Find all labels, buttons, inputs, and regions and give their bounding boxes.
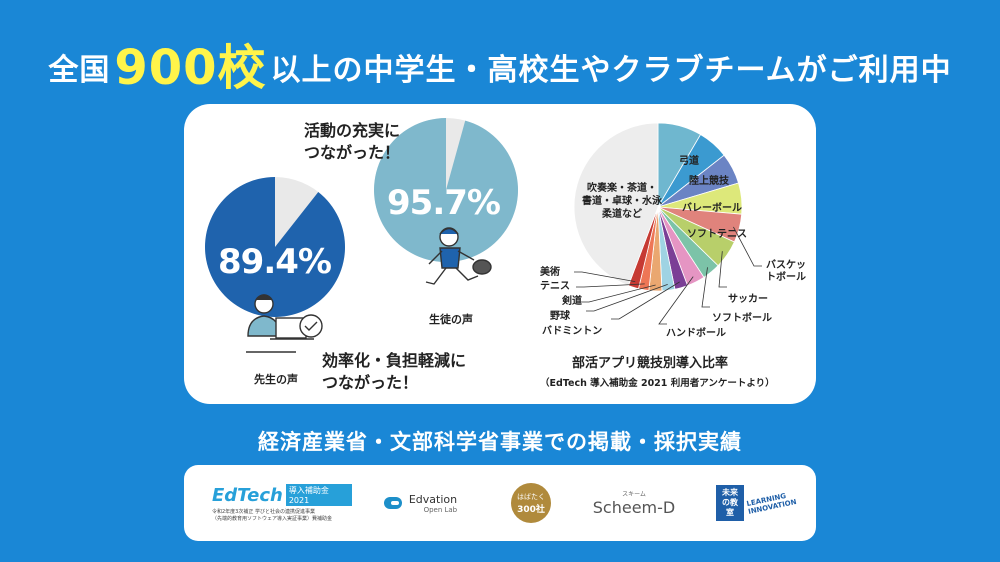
teacher-pie-slice <box>205 177 346 317</box>
edvation-mark-icon <box>383 497 402 509</box>
pie-leader-12 <box>574 271 636 282</box>
teacher-comment: 効率化・負担軽減に つながった！ <box>322 350 466 394</box>
pie-label-5: サッカー <box>728 294 768 305</box>
student-pie <box>374 118 519 262</box>
pie-leader-4 <box>733 226 762 267</box>
stats-graphics <box>205 118 762 353</box>
pie-label-3: ソフトテニス <box>687 229 747 240</box>
pie-label-0: 弓道 <box>679 156 699 167</box>
pie-leader-8 <box>611 281 680 320</box>
student-comment: 活動の充実に つながった！ <box>304 120 400 164</box>
pie-label-1: 陸上競技 <box>689 176 729 187</box>
pie-leader-5 <box>718 251 727 288</box>
pie-leader-10 <box>581 284 656 303</box>
headline-suffix: 以上の中学生・高校生やクラブチームがご利用中 <box>270 53 952 88</box>
student-comment-line1: 活動の充実に <box>304 121 401 140</box>
stats-card: 活動の充実に つながった！ 95.7% 生徒の声 89.4% 効率化・負担軽減に… <box>184 104 816 404</box>
pie-label-6: ソフトボール <box>712 313 772 324</box>
scheem-name: Scheem-D <box>592 498 676 517</box>
chart-title: 部活アプリ競技別導入比率 <box>572 356 729 371</box>
teacher-voice: 先生の声 <box>254 373 298 386</box>
edtech-logo-main: EdTech <box>212 484 283 506</box>
pie-label-11: テニス <box>540 281 570 292</box>
pie-leader-9 <box>586 284 668 312</box>
teacher-percent: 89.4% <box>218 242 332 282</box>
headline-prefix: 全国 <box>48 53 111 88</box>
section-subtitle: 経済産業省・文部科学省事業での掲載・採択実績 <box>258 430 742 454</box>
pie-label-2: バレーボール <box>682 203 742 214</box>
scheem-ruby: スキーム <box>622 491 646 498</box>
edvation-name: Edvation <box>408 492 458 506</box>
sports-pie <box>573 122 743 292</box>
teacher-comment-line2: つながった！ <box>322 373 419 392</box>
student-percent: 95.7% <box>387 183 501 223</box>
headline-number: 900校 <box>114 40 267 96</box>
habataku-title: はばたく <box>517 492 545 501</box>
pie-label-7: ハンドボール <box>666 328 726 339</box>
teacher-pie <box>205 177 346 317</box>
edtech-logo-badge: 導入補助金2021 <box>285 484 352 506</box>
student-pie-slice <box>374 118 519 262</box>
mirai-logo: 未来 の教室 LEARNING INNOVATION <box>716 465 797 541</box>
pie-label-other: 吹奏楽・茶道・ 書道・卓球・水泳 柔道など <box>582 183 662 220</box>
habataku-num: 300社 <box>517 504 545 515</box>
pie-leader-6 <box>701 267 710 308</box>
logo-bar: EdTech 導入補助金2021 令和2年度3次補正 学びと社会の連携促進事業 … <box>184 465 816 541</box>
sports-leaders <box>574 226 762 325</box>
teacher-comment-line1: 効率化・負担軽減に <box>322 351 467 370</box>
pie-label-8: バドミントン <box>542 326 603 337</box>
student-voice: 生徒の声 <box>429 313 473 326</box>
pie-slice-13 <box>573 122 659 287</box>
edtech-logo-line2: （先端的教育用ソフトウェア導入実証事業）費補助金 <box>212 516 333 522</box>
pie-label-12: 美術 <box>540 267 560 278</box>
edvation-sub: Open Lab <box>423 505 458 514</box>
scheem-logo: スキーム Scheem-D <box>584 465 684 541</box>
edtech-logo-line1: 令和2年度3次補正 学びと社会の連携促進事業 <box>212 509 315 515</box>
pie-label-4: バスケッ トボール <box>766 260 806 283</box>
pie-leader-11 <box>576 283 645 288</box>
mirai-line2: の教室 <box>721 498 738 517</box>
teacher-illustration <box>246 294 323 353</box>
pie-label-9: 野球 <box>550 311 570 322</box>
edtech-logo: EdTech 導入補助金2021 令和2年度3次補正 学びと社会の連携促進事業 … <box>212 465 352 541</box>
student-illustration <box>425 227 492 285</box>
student-comment-line2: つながった！ <box>304 143 401 162</box>
edvation-logo: Edvation Open Lab <box>370 465 470 541</box>
mirai-line1: 未来 <box>721 488 738 497</box>
pie-leader-7 <box>658 276 694 325</box>
pie-label-10: 剣道 <box>562 296 582 307</box>
headline: 全国900校 以上の中学生・高校生やクラブチームがご利用中 <box>0 28 1000 98</box>
habataku-logo: はばたく 300社 <box>496 465 566 541</box>
chart-subtitle: （EdTech 導入補助金 2021 利用者アンケートより） <box>540 378 775 389</box>
